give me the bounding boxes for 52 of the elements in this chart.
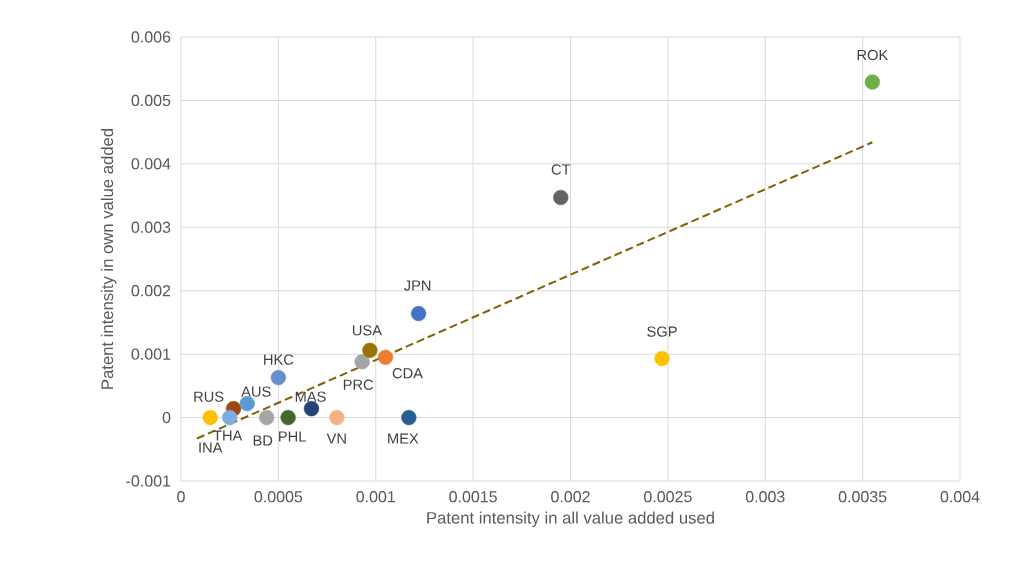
x-tick-label: 0.0035: [838, 491, 887, 503]
series-label: SGP: [647, 326, 677, 337]
series-label: PHL: [279, 431, 306, 442]
point: [329, 409, 345, 426]
series-label: CT: [551, 164, 571, 175]
point: [864, 74, 880, 90]
x-tick-label: 0: [177, 491, 185, 503]
x-tick-label: 0.0005: [254, 491, 303, 503]
x-tick-label: 0.002: [551, 491, 590, 503]
series-label: HKC: [264, 354, 294, 365]
x-tick-label: 0.0025: [644, 491, 692, 503]
point: [654, 350, 670, 367]
y-tick-label: 0.002: [131, 285, 171, 297]
series-label: ROK: [857, 49, 889, 61]
series-label: AUS: [241, 386, 271, 397]
series-label: MEX: [388, 433, 419, 444]
series-label: MAS: [295, 391, 326, 402]
point: [411, 305, 427, 322]
point: [239, 396, 255, 412]
x-tick-label: 0.001: [356, 491, 395, 503]
point: [280, 409, 296, 426]
x-tick-label: 0.003: [745, 491, 785, 503]
series-label: RUS: [194, 391, 224, 402]
series-label: VN: [326, 433, 346, 444]
series-label: USA: [352, 325, 382, 336]
x-tick-label: 0.004: [940, 491, 980, 503]
y-tick-label: -0.001: [126, 475, 171, 487]
series-label: JPN: [403, 280, 431, 291]
series-label: PRC: [343, 379, 374, 390]
y-tick-label: 0: [162, 411, 171, 424]
series-label: CDA: [392, 368, 423, 379]
y-tick-label: 0.003: [131, 221, 171, 233]
point: [354, 354, 370, 370]
point: [259, 409, 275, 426]
y-tick-label: 0.001: [131, 348, 171, 360]
point: [270, 369, 286, 386]
x-tick-label: 0.0015: [449, 491, 497, 503]
point: [222, 409, 238, 426]
point: [377, 349, 394, 365]
series-label: BD: [253, 435, 273, 446]
y-tick-label: 0.004: [131, 158, 171, 170]
point: [362, 342, 378, 358]
series-label: INA: [199, 442, 223, 453]
series-label: THA: [213, 430, 243, 441]
point: [401, 409, 417, 426]
point: [303, 401, 320, 417]
point: [202, 409, 218, 426]
y-tick-label: 0.005: [131, 94, 171, 107]
y-axis-title: Patent intensity in own value added: [100, 129, 117, 389]
point: [553, 189, 569, 206]
y-tick-label: 0.006: [131, 31, 171, 43]
x-axis-title: Patent intensity in all value added used: [427, 511, 714, 528]
